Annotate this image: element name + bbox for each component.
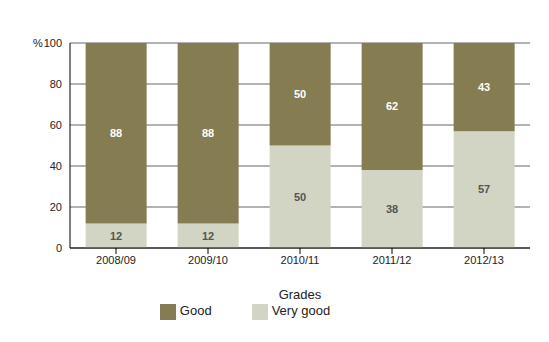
svg-text:50: 50 xyxy=(294,191,306,203)
svg-text:88: 88 xyxy=(110,127,122,139)
svg-text:100: 100 xyxy=(44,37,62,49)
svg-text:80: 80 xyxy=(50,78,62,90)
svg-text:2011/12: 2011/12 xyxy=(373,254,412,266)
svg-text:%: % xyxy=(33,37,43,49)
svg-text:38: 38 xyxy=(386,203,398,215)
svg-text:2009/10: 2009/10 xyxy=(188,254,228,266)
svg-text:57: 57 xyxy=(478,183,490,195)
svg-text:60: 60 xyxy=(50,119,62,131)
svg-text:40: 40 xyxy=(50,160,62,172)
svg-text:62: 62 xyxy=(386,100,398,112)
svg-text:20: 20 xyxy=(50,201,62,213)
svg-text:2012/13: 2012/13 xyxy=(464,254,504,266)
html-text:Very good: Very good xyxy=(271,303,331,318)
svg-text:50: 50 xyxy=(294,88,306,100)
svg-text:2008/09: 2008/09 xyxy=(96,254,136,266)
svg-text:12: 12 xyxy=(110,230,122,242)
svg-text:43: 43 xyxy=(478,81,490,93)
svg-text:Grades: Grades xyxy=(279,287,322,302)
svg-text:2010/11: 2010/11 xyxy=(281,254,320,266)
svg-text:12: 12 xyxy=(202,230,214,242)
html-text:Good: Good xyxy=(179,303,212,318)
svg-text:88: 88 xyxy=(202,127,214,139)
svg-text:0: 0 xyxy=(56,242,62,254)
